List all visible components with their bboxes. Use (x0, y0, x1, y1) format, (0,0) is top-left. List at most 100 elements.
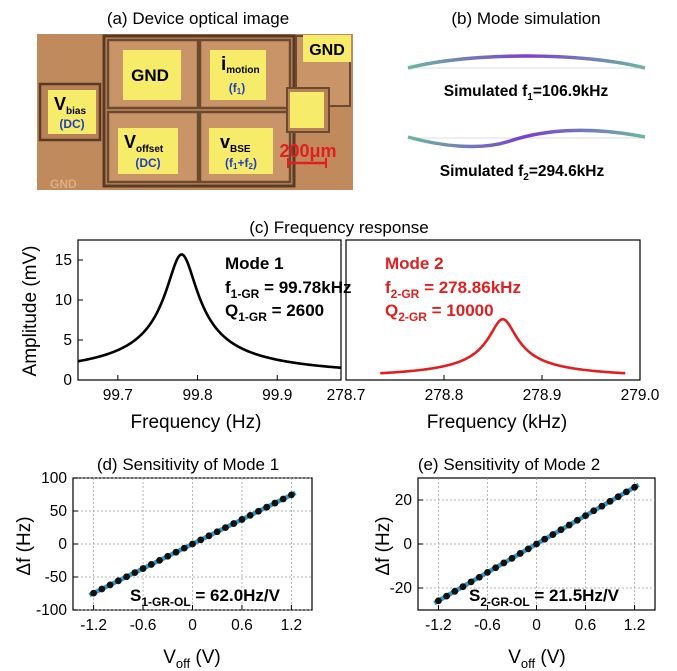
d-data-point (213, 528, 221, 536)
e-data-point (541, 535, 549, 543)
mode1-response-line (77, 253, 342, 370)
d-data-point (205, 532, 213, 540)
d-data-point (147, 561, 155, 568)
e-data-point (467, 578, 475, 586)
imotion-freq-label: (f1) (229, 81, 245, 96)
e-data-point (631, 483, 638, 491)
e-data-point (459, 583, 467, 591)
c-right-xtick-label: 278.7 (327, 387, 366, 404)
frequency-response-mode1-plot: 99.7 99.8 99.9 0 5 10 15 (55, 239, 342, 404)
c-left-ytick-label: 0 (63, 372, 72, 389)
mode2-annotation: Mode 2 f2-GR = 278.86kHz Q2-GR = 10000 (385, 254, 521, 324)
mode1-label: Mode 1 (225, 254, 284, 273)
e-data-point (614, 493, 622, 501)
e-ylabel: Δf (Hz) (373, 516, 394, 575)
d-data-point (114, 577, 122, 585)
d-data-point (263, 503, 271, 511)
vbse-freq-label: (f1+f2) (225, 156, 257, 171)
d-data-point (287, 491, 295, 499)
imotion-pad (210, 50, 266, 100)
c-left-xtick-label: 99.8 (182, 387, 212, 404)
scale-bar (287, 158, 327, 168)
d-data-point (106, 581, 114, 589)
c-left-xtick-label: 99.7 (103, 387, 133, 404)
e-data-point (598, 502, 606, 510)
gnd-faint-label: GND (50, 177, 77, 191)
d-data-point (172, 548, 180, 556)
e-data-point (573, 516, 581, 524)
e-data-point (475, 573, 483, 581)
d-xlabel: Voff (V) (163, 647, 221, 671)
e-data-point (435, 597, 442, 605)
gnd-right-pad (303, 35, 351, 62)
c-ylabel: Amplitude (mV) (20, 246, 41, 377)
panel-a-title: (a) Device optical image (107, 9, 289, 28)
d-data-point (123, 573, 130, 581)
e-data-point (549, 531, 557, 538)
gnd-label: GND (131, 66, 169, 85)
c-right-xtick-label: 278.8 (425, 387, 464, 404)
d-data-point (230, 520, 238, 527)
mode2-beam-shape (407, 128, 646, 149)
d-data-point (222, 524, 229, 532)
d-ylabel: Δf (Hz) (14, 516, 35, 575)
e-xtick-label: 1.2 (624, 617, 646, 634)
e-data-point (524, 545, 532, 553)
d-sensitivity-annotation: S1-GR-OL = 62.0Hz/V (130, 586, 281, 609)
e-xtick-label: -1.2 (425, 617, 452, 634)
panel-c-title: (c) Frequency response (249, 218, 429, 237)
voffset-dc-label: (DC) (135, 156, 160, 170)
sim2-label: Simulated f2=294.6kHz (440, 163, 605, 183)
vbse-label: vBSE (220, 132, 251, 155)
d-xtick-label: 0 (188, 617, 197, 634)
c-left-ytick-label: 15 (55, 252, 72, 269)
c-left-xlabel: Frequency (Hz) (131, 412, 262, 433)
d-ytick-label: 100 (41, 470, 67, 487)
e-data-point (492, 564, 500, 572)
device-image: GND GND GND imotion (f1) Vbias (DC) Voff… (37, 34, 353, 191)
d-xtick-label: 1.2 (281, 617, 303, 634)
c-right-frame (345, 239, 641, 381)
d-xtick-label: -0.6 (130, 617, 157, 634)
c-left-frame (77, 239, 342, 381)
mode2-q: Q2-GR = 10000 (385, 301, 494, 324)
e-data-point (451, 587, 459, 595)
d-data-point (238, 516, 246, 523)
e-data-point (516, 550, 524, 557)
vbias-label: Vbias (54, 94, 86, 117)
e-ytick-label: 0 (403, 536, 412, 553)
d-data-point (180, 544, 188, 552)
voffset-label: Voffset (124, 132, 164, 155)
panel-e-title: (e) Sensitivity of Mode 2 (418, 455, 600, 474)
mode2-response-line (380, 317, 626, 375)
e-data-point (590, 507, 598, 515)
vbias-dc-label: (DC) (59, 117, 84, 131)
e-ytick-label: 20 (395, 492, 413, 509)
vbse-pad (209, 128, 273, 174)
e-data-point (622, 488, 630, 496)
e-data-point (533, 540, 540, 548)
scale-bar-label: 200μm (279, 141, 336, 161)
d-data-point (246, 511, 254, 519)
d-data-point (131, 569, 139, 577)
d-xtick-label: 0.6 (231, 617, 253, 634)
d-data-point (98, 585, 106, 593)
mode2-label: Mode 2 (385, 254, 444, 273)
e-data-point (565, 521, 573, 529)
mode1-q: Q1-GR = 2600 (225, 301, 324, 324)
d-ytick-label: -50 (45, 569, 68, 586)
c-left-ytick-label: 5 (63, 332, 72, 349)
e-ytick-label: -20 (390, 580, 413, 597)
c-left-xtick-label: 99.9 (262, 387, 292, 404)
e-sensitivity-annotation: S2-GR-OL = 21.5Hz/V (469, 586, 620, 609)
panel-b-title: (b) Mode simulation (451, 9, 600, 28)
e-data-point (443, 592, 451, 600)
d-data-point (255, 507, 262, 515)
e-data-point (606, 497, 614, 505)
mode1-simulation (407, 54, 646, 70)
mode2-freq: f2-GR = 278.86kHz (385, 278, 521, 301)
e-xtick-label: -0.6 (474, 617, 501, 634)
imotion-label: imotion (221, 54, 260, 76)
d-ytick-label: 50 (50, 503, 68, 520)
